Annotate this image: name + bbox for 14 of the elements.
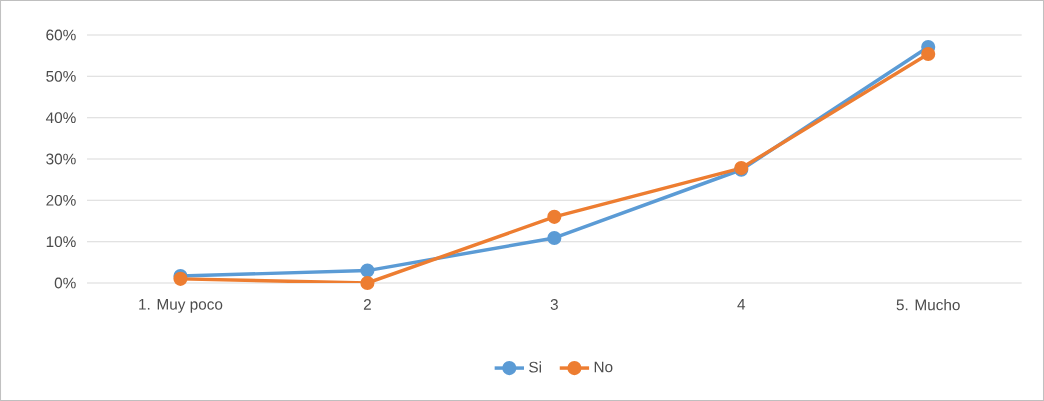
y-tick-label: 0%: [54, 277, 76, 289]
legend-label: Si: [529, 361, 541, 373]
x-tick-label: 2: [363, 299, 371, 310]
x-tick-label: 3: [550, 299, 558, 310]
y-tick-label: 30%: [46, 153, 76, 165]
legend-label: No: [594, 361, 613, 373]
y-tick-label: 10%: [46, 236, 76, 248]
x-tick-label: 1. Muy poco: [139, 299, 223, 313]
x-tick-label: 4: [737, 299, 746, 310]
x-tick-label: 5. Mucho: [896, 299, 960, 311]
y-tick-label: 40%: [45, 112, 76, 124]
y-tick-label: 20%: [46, 194, 76, 206]
y-tick-label: 60%: [46, 29, 76, 41]
y-tick-label: 50%: [46, 70, 76, 82]
